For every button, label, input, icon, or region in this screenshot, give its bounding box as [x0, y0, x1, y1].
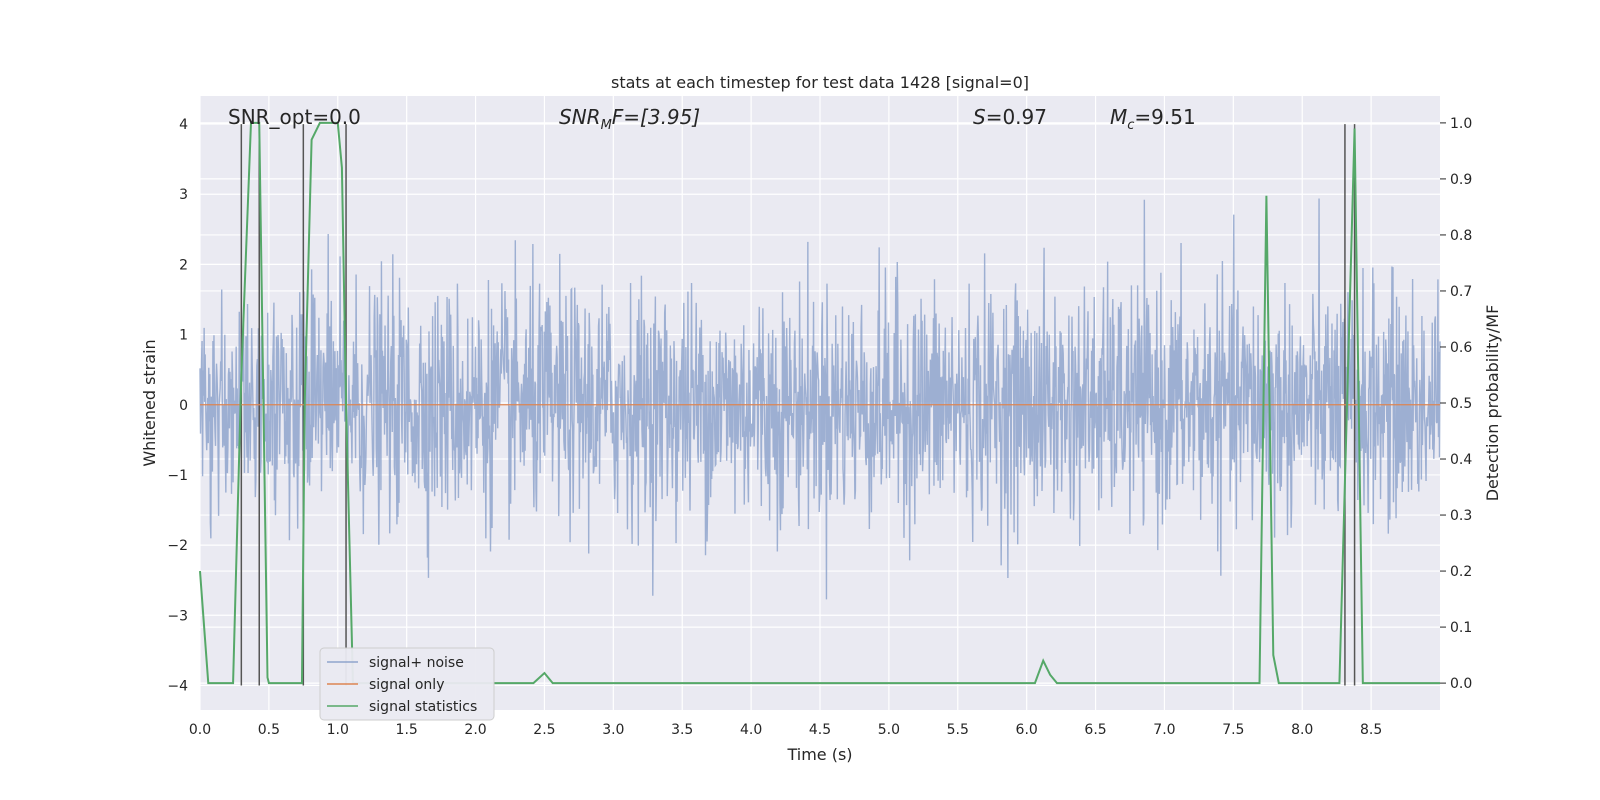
y-tick-label: −4	[167, 678, 188, 694]
legend-label-signal-statistics: signal statistics	[369, 699, 477, 715]
x-tick-label: 1.0	[327, 722, 349, 738]
annotation-snr-mf: SNRMF=[3.95]	[559, 105, 700, 133]
y2-tick-label: 0.5	[1450, 396, 1472, 412]
y2-axis-ticks: 1.0 0.9 0.8 0.7 0.6 0.5 0.4 0.3 0.2 0.1 0.0	[1440, 116, 1472, 692]
x-axis-label: Time (s)	[786, 745, 852, 764]
y2-tick-label: 0.1	[1450, 620, 1472, 636]
y2-tick-label: 0.2	[1450, 564, 1472, 580]
x-tick-label: 2.0	[464, 722, 486, 738]
y-tick-label: 1	[179, 328, 188, 344]
series-signal-noise	[199, 198, 1441, 600]
y-tick-label: 4	[179, 117, 188, 133]
x-axis-ticks: 0.0 0.5 1.0 1.5 2.0 2.5 3.0 3.5 4.0 4.5 5.0 5.5 6.0 6…	[189, 722, 1382, 738]
y-tick-label: 0	[179, 398, 188, 414]
x-tick-label: 5.0	[878, 722, 900, 738]
y-axis-label: Whitened strain	[140, 339, 159, 466]
y-tick-label: −3	[167, 608, 188, 624]
x-tick-label: 7.5	[1222, 722, 1244, 738]
y2-axis-label: Detection probability/MF	[1483, 305, 1502, 502]
x-tick-label: 5.5	[947, 722, 969, 738]
annotation-s: S=0.97	[973, 105, 1047, 129]
y-tick-label: −1	[167, 468, 188, 484]
x-tick-label: 3.0	[602, 722, 624, 738]
legend: signal+ noise signal only signal statist…	[319, 647, 495, 721]
legend-label-signal-noise: signal+ noise	[369, 655, 464, 671]
x-tick-label: 4.0	[740, 722, 762, 738]
x-tick-label: 0.0	[189, 722, 211, 738]
legend-box	[319, 647, 495, 721]
y-tick-label: −2	[167, 538, 188, 554]
y2-tick-label: 0.6	[1450, 340, 1472, 356]
x-tick-label: 7.0	[1153, 722, 1175, 738]
x-tick-label: 6.0	[1016, 722, 1038, 738]
x-tick-label: 4.5	[809, 722, 831, 738]
x-tick-label: 0.5	[258, 722, 280, 738]
y2-tick-label: 0.8	[1450, 228, 1472, 244]
x-tick-label: 2.5	[533, 722, 555, 738]
y2-tick-label: 0.9	[1450, 172, 1472, 188]
y-tick-label: 2	[179, 257, 188, 273]
y2-tick-label: 0.3	[1450, 508, 1472, 524]
y2-tick-label: 0.7	[1450, 284, 1472, 300]
annotation-snr-opt: SNR_opt=0.0	[228, 105, 361, 129]
x-tick-label: 8.0	[1291, 722, 1313, 738]
y-axis-ticks: 4 3 2 1 0 −1 −2 −3 −4	[167, 117, 188, 694]
y2-tick-label: 1.0	[1450, 116, 1472, 132]
x-tick-label: 3.5	[671, 722, 693, 738]
y-tick-label: 3	[179, 187, 188, 203]
annotation-mc: Mc=9.51	[1110, 105, 1196, 133]
chart-title: stats at each timestep for test data 142…	[611, 73, 1029, 92]
y2-tick-label: 0.4	[1450, 452, 1472, 468]
x-tick-label: 6.5	[1084, 722, 1106, 738]
x-tick-label: 1.5	[396, 722, 418, 738]
x-tick-label: 8.5	[1360, 722, 1382, 738]
y2-tick-label: 0.0	[1450, 676, 1472, 692]
legend-label-signal-only: signal only	[369, 677, 444, 693]
series-line-signal-noise	[199, 198, 1441, 600]
